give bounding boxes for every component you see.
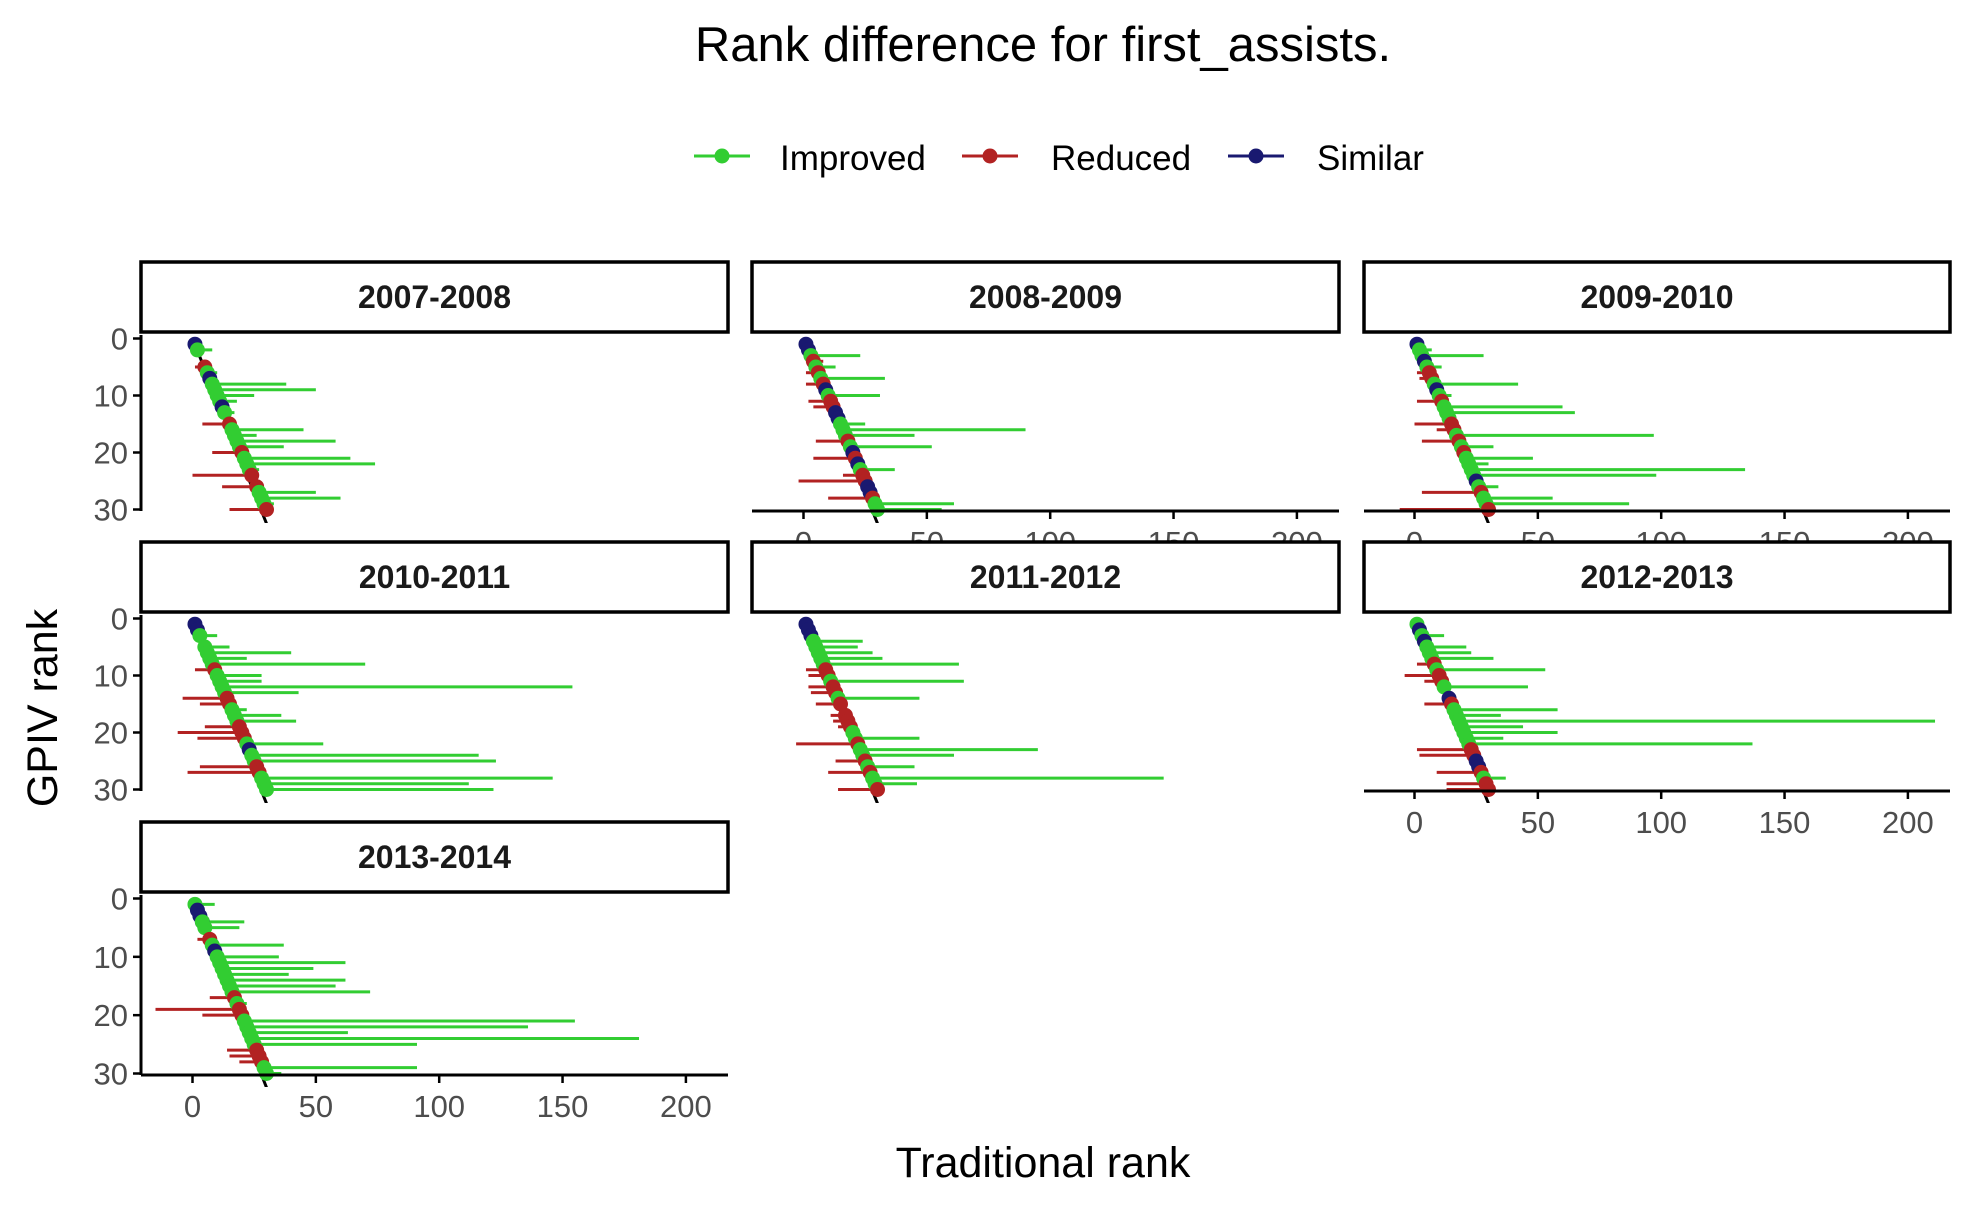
panel-strip-label: 2009-2010 [1580, 279, 1733, 315]
panel-strip [1362, 260, 1952, 334]
y-tick-label: 10 [94, 659, 128, 694]
y-tick-label: 10 [94, 940, 128, 975]
x-tick-label: 50 [1521, 805, 1555, 840]
panel-plot-area [177, 616, 573, 803]
panel-plot-area [798, 336, 1026, 523]
x-tick-label: 150 [537, 1089, 589, 1124]
panel-2010-2011: 2010-2011 0 10 20 30 [94, 540, 730, 808]
y-tick-label: 0 [111, 882, 128, 917]
rank-point [197, 920, 213, 936]
panel-plot-area [155, 896, 640, 1087]
panel-2008-2009: 2008-2009050100150200 [750, 260, 1341, 560]
y-tick-label: 20 [94, 716, 128, 751]
panel-strip [139, 820, 730, 894]
panel-strip [1362, 540, 1952, 614]
rank-point [870, 782, 886, 797]
panel-plot-area [1404, 616, 1936, 803]
y-tick-label: 30 [94, 773, 128, 808]
y-tick-label: 20 [94, 436, 128, 471]
rank-point [833, 696, 849, 712]
panel-strip-label: 2013-2014 [358, 839, 511, 875]
panel-2009-2010: 2009-2010050100150200 [1362, 260, 1952, 560]
legend-key-point-similar [1248, 148, 1264, 164]
x-tick-label: 0 [1406, 805, 1423, 840]
legend-label-improved: Improved [780, 139, 926, 178]
y-axis-label: GPIV rank [19, 608, 67, 807]
y-tick-label: 20 [94, 998, 128, 1033]
panel-strip-label: 2007-2008 [358, 279, 511, 315]
legend-label-similar: Similar [1317, 139, 1424, 178]
rank-point [259, 782, 275, 797]
x-tick-label: 150 [1759, 805, 1811, 840]
legend-key-point-reduced [982, 148, 998, 164]
rank-point [244, 467, 260, 483]
legend: Improved Reduced Similar [694, 139, 1424, 178]
x-axis-label: Traditional rank [896, 1139, 1191, 1187]
x-tick-label: 200 [660, 1089, 712, 1124]
y-tick-label: 30 [94, 493, 128, 528]
panel-strip-label: 2008-2009 [969, 279, 1122, 315]
panel-plot-area [796, 616, 1164, 803]
x-tick-label: 50 [299, 1089, 333, 1124]
legend-key-point-improved [714, 148, 730, 164]
panel-plot-area [187, 336, 376, 523]
panel-2012-2013: 2012-2013 0 50 100 150 200 [1362, 540, 1952, 840]
panels: 2007-200801020302008-2009050100150200200… [94, 260, 1952, 1124]
panel-strip-label: 2012-2013 [1580, 559, 1733, 595]
y-tick-label: 30 [94, 1057, 128, 1092]
rank-point [217, 405, 233, 421]
rank-point [192, 628, 208, 644]
rank-point [259, 502, 275, 517]
panel-plot-area [1399, 336, 1746, 523]
y-tick-label: 0 [111, 602, 128, 637]
panel-strip [750, 540, 1341, 614]
chart-title: Rank difference for first_assists. [695, 18, 1391, 72]
panel-2011-2012: 2011-2012 [750, 540, 1341, 803]
panel-strip [139, 260, 730, 334]
x-tick-label: 100 [1635, 805, 1687, 840]
x-tick-label: 0 [184, 1089, 201, 1124]
legend-label-reduced: Reduced [1051, 139, 1191, 178]
panel-strip-label: 2011-2012 [970, 559, 1121, 595]
rank-point [1436, 679, 1452, 695]
x-tick-label: 200 [1882, 805, 1934, 840]
panel-strip-label: 2010-2011 [359, 559, 510, 595]
panel-strip [750, 260, 1341, 334]
panel-2013-2014: 2013-2014 0 10 20 30 0 50 100 150 200 [94, 820, 730, 1124]
panel-strip [139, 540, 730, 614]
y-tick-label: 10 [94, 379, 128, 414]
rank-point [189, 342, 205, 358]
y-tick-label: 0 [111, 322, 128, 357]
panel-2007-2008: 2007-2008 0 10 20 30 [94, 260, 730, 528]
x-tick-label: 100 [413, 1089, 465, 1124]
